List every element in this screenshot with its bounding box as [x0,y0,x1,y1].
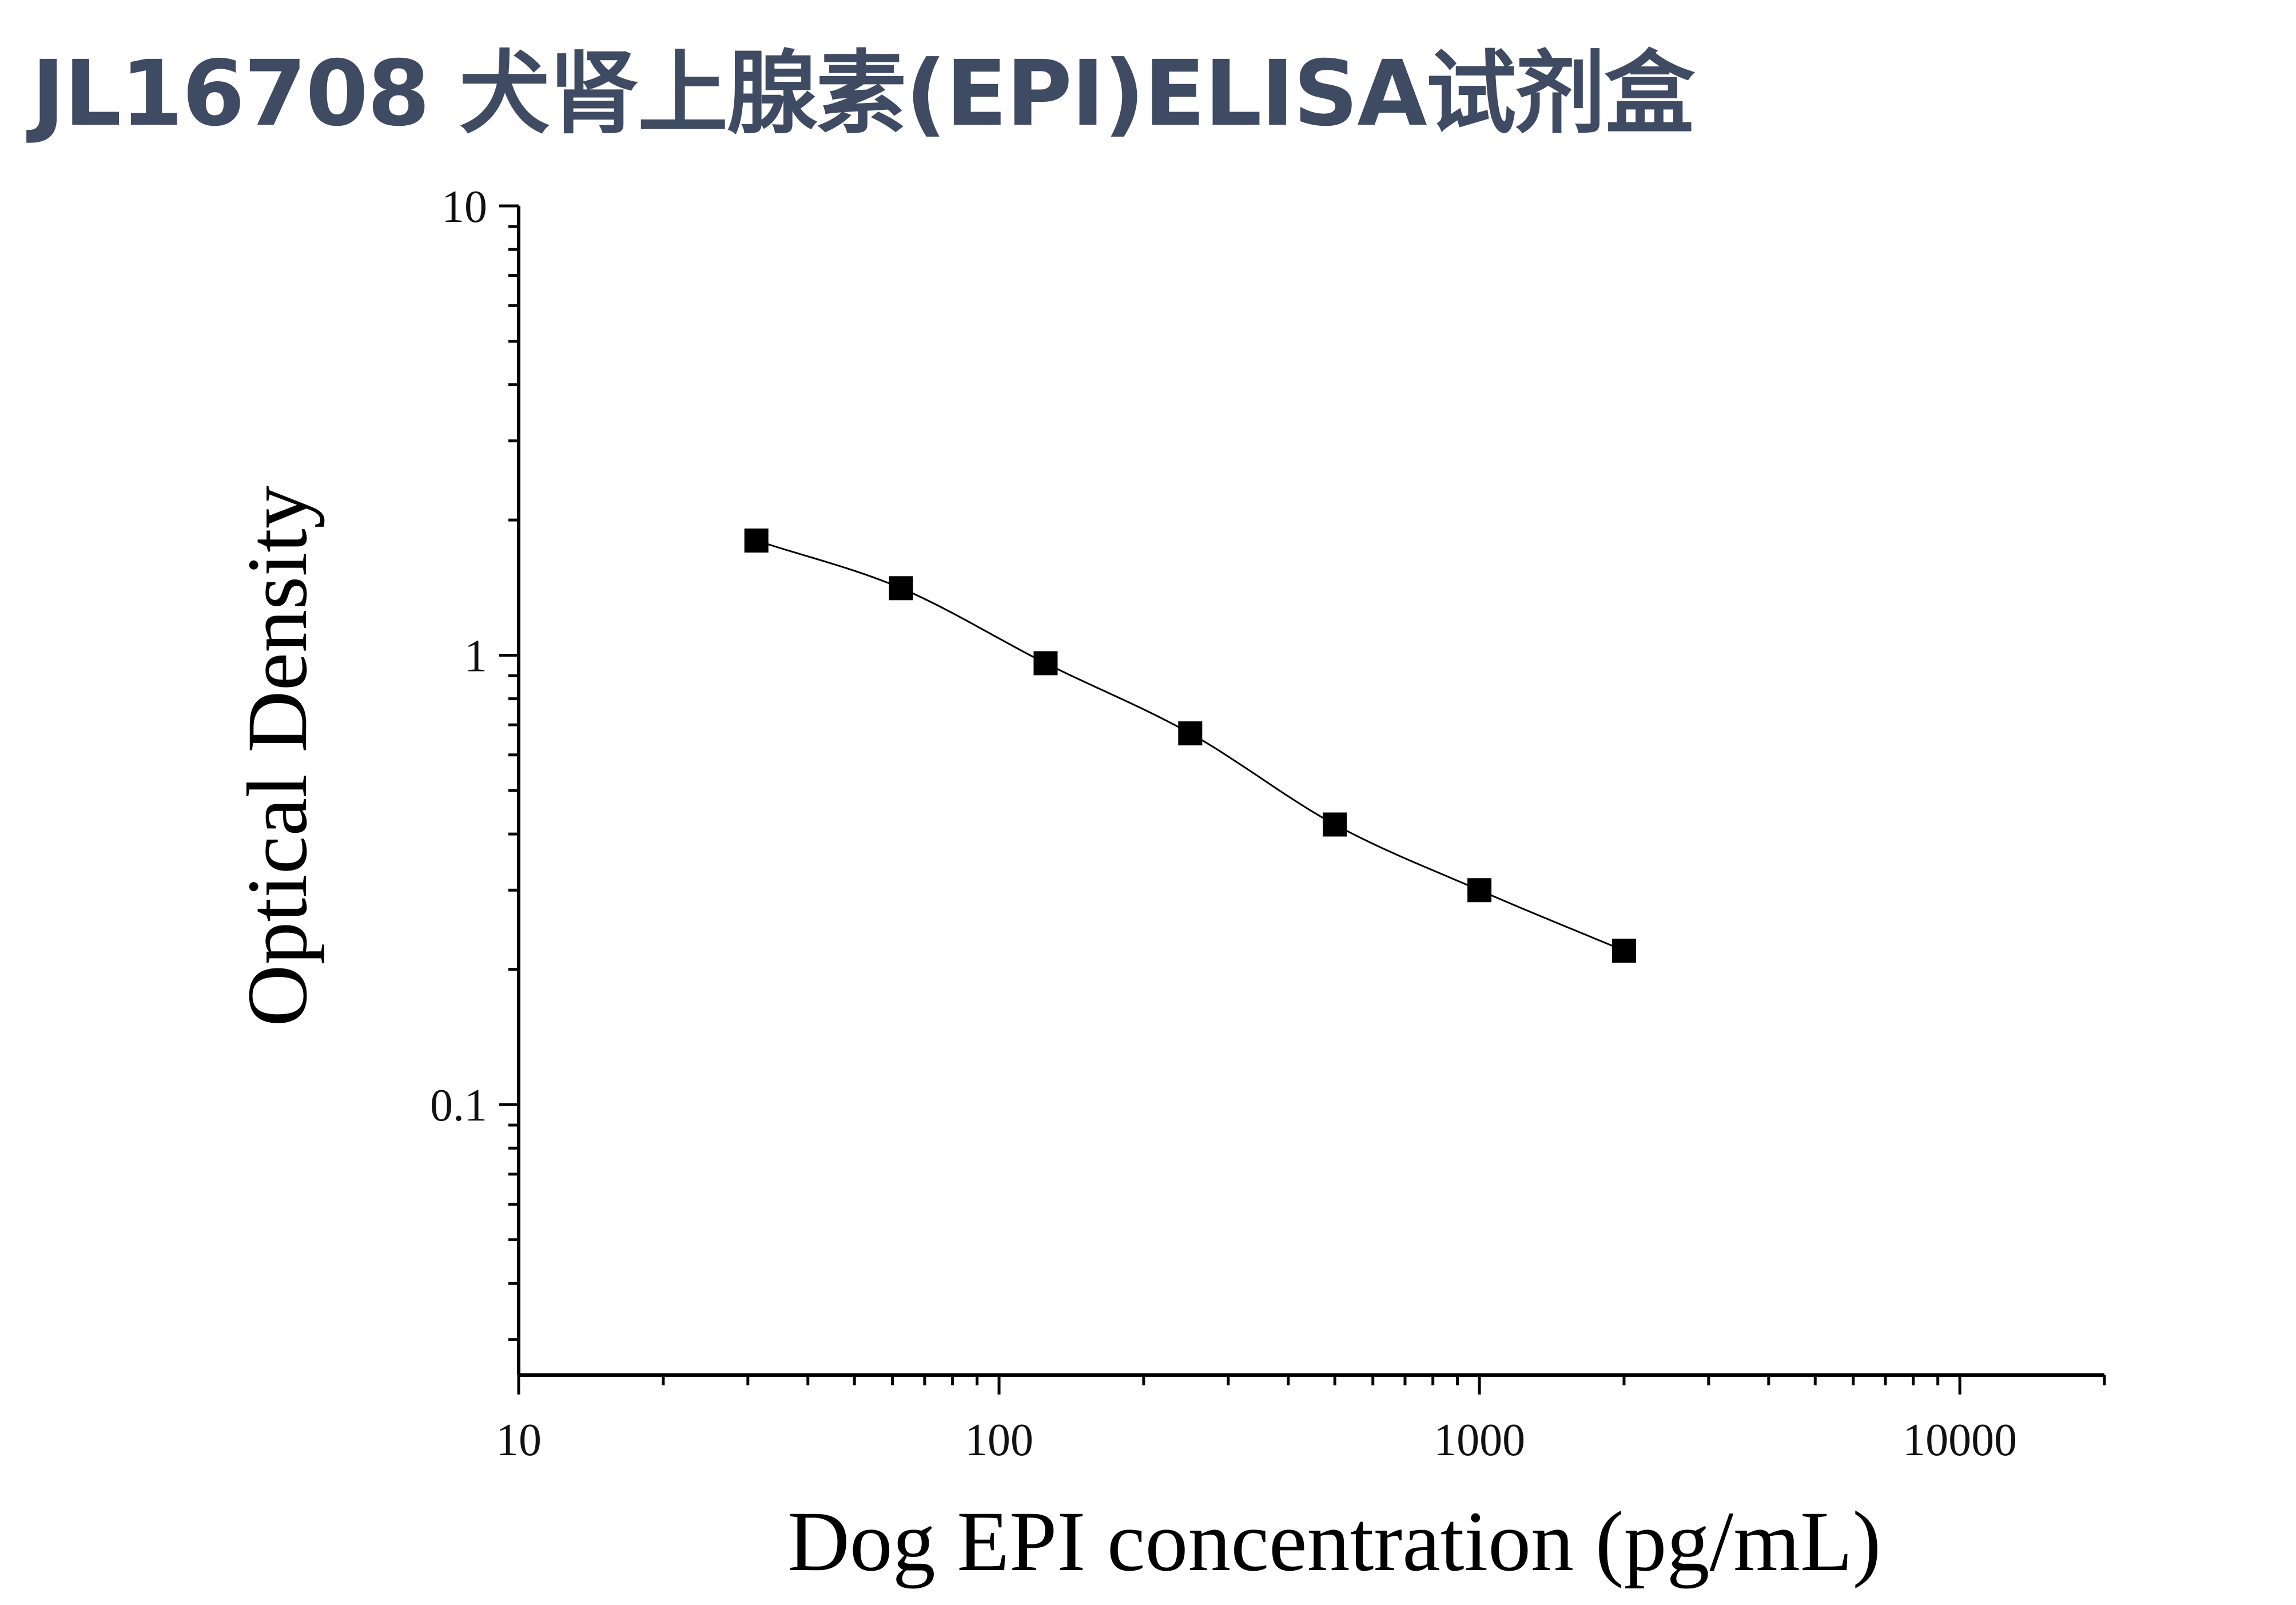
fit-curve [756,539,1625,952]
y-tick-label: 1 [464,631,487,682]
y-axis-title: Optical Density [230,486,325,1027]
data-point [1323,812,1347,837]
data-point [1467,878,1492,903]
x-tick-label: 100 [965,1415,1033,1465]
data-point [744,529,769,553]
x-tick-label: 1000 [1434,1415,1525,1465]
y-tick-label: 0.1 [430,1080,487,1131]
data-point [889,576,913,601]
page-title: JL16708 犬肾上腺素(EPI)ELISA试剂盒 [31,41,1695,146]
y-tick-label: 10 [441,182,487,232]
data-point [1033,651,1058,676]
x-tick-label: 10 [496,1415,542,1465]
data-point [1178,721,1203,746]
x-axis-title: Dog EPI concentration (pg/mL) [788,1494,1881,1589]
x-tick-label: 10000 [1903,1415,2017,1465]
data-point [1611,939,1636,963]
